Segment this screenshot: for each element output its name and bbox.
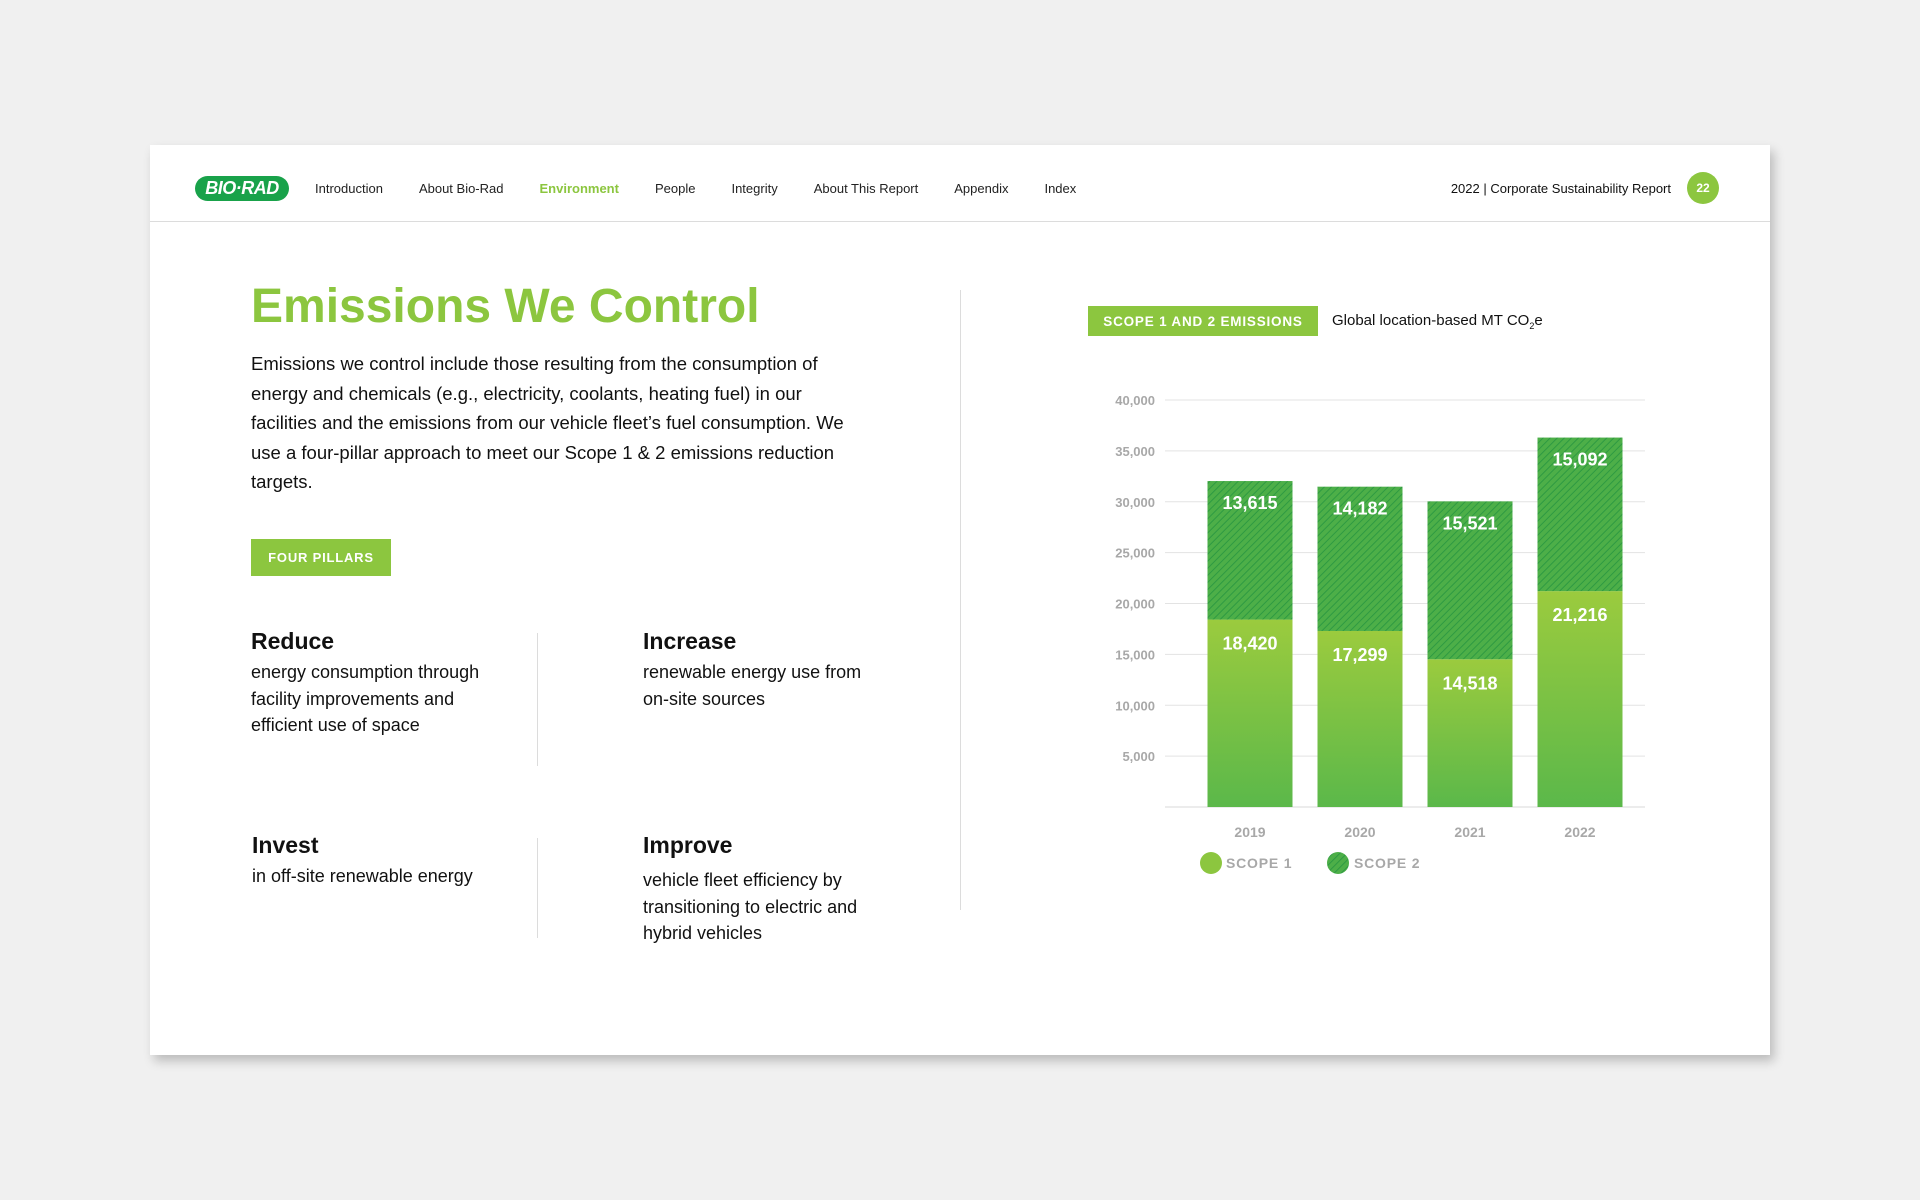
page-title: Emissions We Control xyxy=(251,280,760,333)
pillar-title: Invest xyxy=(252,832,319,858)
pillar-body: in off-site renewable energy xyxy=(252,866,473,886)
unit-text: Global location-based MT CO xyxy=(1332,312,1530,329)
top-navigation-bar: BIO·RAD Introduction About Bio-Rad Envir… xyxy=(150,145,1770,222)
bar-scope1-2021 xyxy=(1427,659,1513,807)
value-label-scope1: 18,420 xyxy=(1222,634,1277,654)
legend-swatch-scope2 xyxy=(1327,852,1349,874)
bar-scope2-2019 xyxy=(1207,481,1293,620)
chart-legend: SCOPE 1 SCOPE 2 xyxy=(1200,852,1420,874)
bar-scope1-2019 xyxy=(1207,619,1293,807)
y-tick-label: 30,000 xyxy=(1115,495,1155,510)
bar-scope2-2021 xyxy=(1427,501,1513,660)
page-number-badge: 22 xyxy=(1687,172,1719,204)
pillar-invest: Invest in off-site renewable energy xyxy=(252,832,492,890)
x-tick-label: 2019 xyxy=(1234,824,1265,840)
value-label-scope2: 15,521 xyxy=(1442,513,1497,533)
y-tick-label: 5,000 xyxy=(1122,749,1155,764)
unit-subscript: 2 xyxy=(1529,321,1535,331)
nav-appendix[interactable]: Appendix xyxy=(954,181,1009,196)
value-label-scope1: 14,518 xyxy=(1442,673,1497,693)
value-label-scope2: 14,182 xyxy=(1332,499,1387,519)
chart-x-labels: 2019 2020 2021 2022 xyxy=(1234,824,1595,840)
nav-environment[interactable]: Environment xyxy=(539,181,619,196)
pillar-body: energy consumption through facility impr… xyxy=(251,662,480,735)
value-label-scope1: 17,299 xyxy=(1332,645,1387,665)
x-tick-label: 2022 xyxy=(1564,824,1595,840)
x-tick-label: 2020 xyxy=(1344,824,1375,840)
value-label-scope1: 21,216 xyxy=(1552,605,1607,625)
pillar-divider xyxy=(537,633,538,766)
y-tick-label: 10,000 xyxy=(1115,698,1155,713)
pillar-reduce: Reduce energy consumption through facili… xyxy=(251,628,491,739)
bar-scope2-2022 xyxy=(1537,437,1623,592)
nav-index[interactable]: Index xyxy=(1044,181,1077,196)
nav-people[interactable]: People xyxy=(654,181,696,196)
pillar-title: Reduce xyxy=(251,628,335,654)
pillar-improve: Improve vehicle fleet efficiency by tran… xyxy=(643,832,883,947)
pillar-title: Improve xyxy=(643,832,733,858)
scope-emissions-badge: SCOPE 1 AND 2 EMISSIONS xyxy=(1088,306,1318,336)
bar-scope1-2020 xyxy=(1317,630,1403,807)
value-label-scope2: 15,092 xyxy=(1552,450,1607,470)
nav-integrity[interactable]: Integrity xyxy=(731,181,778,196)
pillar-increase: Increase renewable energy use from on-si… xyxy=(643,628,883,712)
intro-paragraph: Emissions we control include those resul… xyxy=(251,353,844,492)
pillar-body: vehicle fleet efficiency by transitionin… xyxy=(643,870,858,943)
x-tick-label: 2021 xyxy=(1454,824,1485,840)
legend-label-scope2: SCOPE 2 xyxy=(1354,855,1420,871)
y-tick-label: 40,000 xyxy=(1115,393,1155,408)
nav-about-this-report[interactable]: About This Report xyxy=(813,181,919,196)
unit-suffix: e xyxy=(1534,312,1543,329)
bio-rad-logo[interactable]: BIO·RAD xyxy=(195,176,289,201)
y-tick-label: 35,000 xyxy=(1115,444,1155,459)
chart-bars: 18,420 13,615 17,299 14,182 14,518 15,521 21,2… xyxy=(1207,437,1623,807)
nav-about-bio-rad[interactable]: About Bio-Rad xyxy=(418,181,504,196)
emissions-bar-chart: 5,000 10,000 15,000 20,000 25,000 30,000 35,00… xyxy=(1115,393,1645,874)
chart-unit-label: Global location-based MT CO2e xyxy=(1332,312,1543,331)
y-tick-label: 20,000 xyxy=(1115,597,1155,612)
bar-scope1-2022 xyxy=(1537,591,1623,807)
four-pillars-badge: FOUR PILLARS xyxy=(251,539,391,576)
legend-swatch-scope1 xyxy=(1200,852,1222,874)
pillar-body: renewable energy use from on-site source… xyxy=(643,662,862,709)
column-divider xyxy=(960,290,961,910)
nav-introduction[interactable]: Introduction xyxy=(315,181,383,196)
value-label-scope2: 13,615 xyxy=(1222,493,1277,513)
pillar-divider xyxy=(537,838,538,938)
pillar-title: Increase xyxy=(643,628,737,654)
report-title: 2022 | Corporate Sustainability Report xyxy=(1450,181,1671,196)
main-nav: Introduction About Bio-Rad Environment P… xyxy=(315,181,1112,196)
y-tick-label: 15,000 xyxy=(1115,647,1155,662)
legend-label-scope1: SCOPE 1 xyxy=(1226,855,1292,871)
report-page: BIO·RAD Introduction About Bio-Rad Envir… xyxy=(150,145,1770,1055)
bar-scope2-2020 xyxy=(1317,486,1403,631)
y-tick-label: 25,000 xyxy=(1115,546,1155,561)
